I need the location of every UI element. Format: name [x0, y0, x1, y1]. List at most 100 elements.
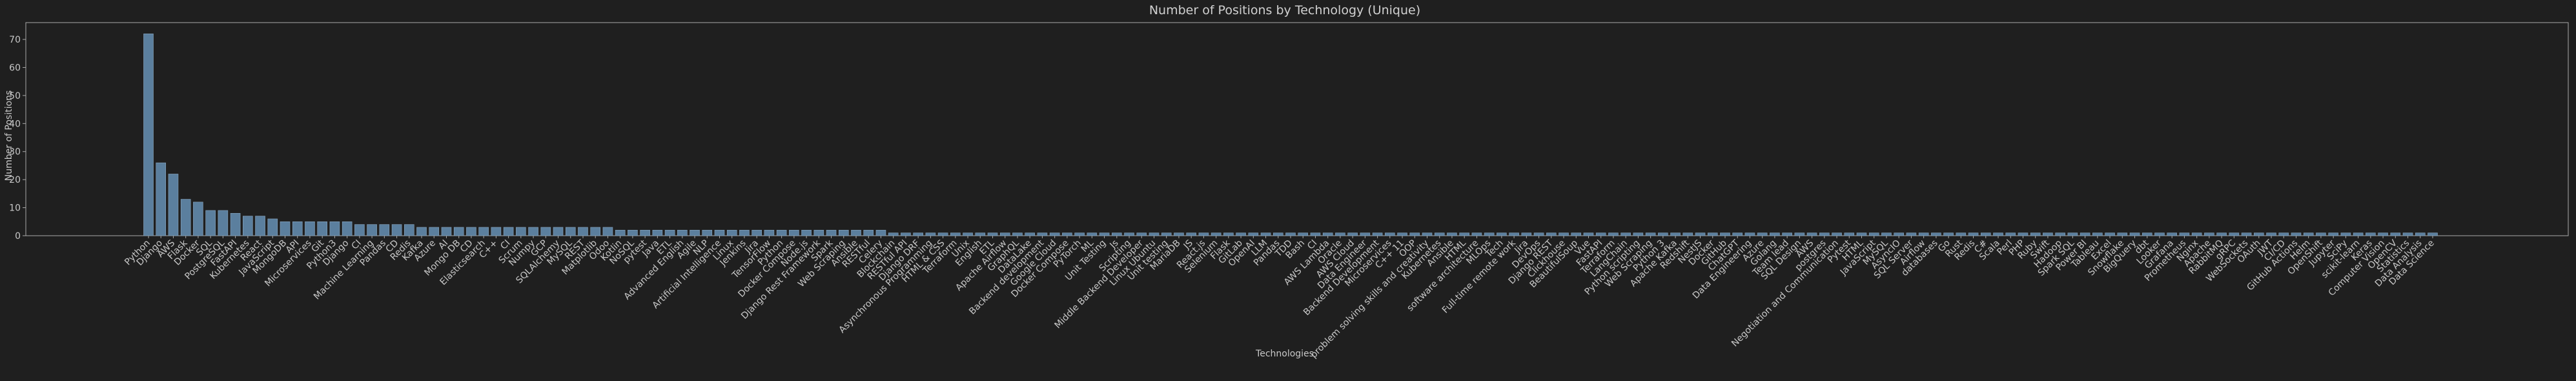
- bar: [1409, 232, 1420, 236]
- bar: [1025, 232, 1036, 236]
- bar: [751, 230, 762, 236]
- axes-frame: [25, 22, 2569, 236]
- bar: [640, 230, 650, 236]
- bar: [1682, 232, 1693, 236]
- bar: [516, 227, 526, 236]
- bar: [2266, 232, 2276, 236]
- bar: [2154, 232, 2165, 236]
- bar: [1459, 232, 1469, 236]
- bar: [1595, 232, 1606, 236]
- bar: [1670, 232, 1681, 236]
- bar: [2316, 232, 2326, 236]
- bar: [739, 230, 750, 236]
- bar: [1273, 232, 1283, 236]
- bar: [875, 230, 886, 236]
- bar: [764, 230, 775, 236]
- bar: [2428, 232, 2438, 236]
- bar: [1385, 232, 1395, 236]
- bar: [1695, 232, 1706, 236]
- bar: [1347, 232, 1358, 236]
- bar: [1211, 232, 1222, 236]
- bar: [230, 212, 241, 236]
- bar: [2142, 232, 2152, 236]
- bar: [950, 232, 961, 236]
- bar: [379, 224, 390, 236]
- bar: [292, 221, 303, 236]
- bar: [1248, 232, 1259, 236]
- bar: [1894, 232, 1904, 236]
- bar: [503, 227, 514, 236]
- bar: [2179, 232, 2190, 236]
- bar: [391, 224, 402, 236]
- bar: [1720, 232, 1730, 236]
- bar: [1136, 232, 1147, 236]
- y-tick-label: 10: [9, 203, 21, 214]
- bar: [1782, 232, 1792, 236]
- bar: [1372, 232, 1383, 236]
- bar: [466, 227, 476, 236]
- bar: [1881, 232, 1892, 236]
- bar: [2005, 232, 2016, 236]
- bar: [1087, 232, 1098, 236]
- bar: [1546, 232, 1557, 236]
- bar: [1322, 232, 1333, 236]
- bar: [628, 230, 638, 236]
- bar: [987, 232, 998, 236]
- bar: [1658, 232, 1668, 236]
- bar: [1497, 232, 1507, 236]
- bar: [1434, 232, 1445, 236]
- bar: [528, 227, 538, 236]
- bars-group: [143, 34, 2438, 236]
- bar: [2117, 232, 2128, 236]
- bar: [1806, 232, 1817, 236]
- bar: [2241, 232, 2252, 236]
- bar: [553, 227, 564, 236]
- bar: [690, 230, 700, 236]
- bar: [863, 230, 874, 236]
- bar: [1918, 232, 1929, 236]
- bar: [2067, 232, 2078, 236]
- bar: [342, 221, 353, 236]
- bar: [1620, 232, 1631, 236]
- bar: [1757, 232, 1768, 236]
- bar: [1174, 232, 1184, 236]
- x-axis-label: Technologies: [1255, 349, 1314, 359]
- bar: [702, 230, 713, 236]
- bar: [1112, 232, 1122, 236]
- bar: [801, 230, 812, 236]
- bar: [1770, 232, 1780, 236]
- bar: [205, 210, 216, 236]
- bar: [2018, 232, 2029, 236]
- bar: [2378, 232, 2388, 236]
- bar: [1521, 232, 1532, 236]
- bar: [491, 227, 502, 236]
- bar: [2167, 232, 2178, 236]
- bar: [1099, 232, 1110, 236]
- bar: [2366, 232, 2376, 236]
- bar: [1149, 232, 1160, 236]
- bar: [2043, 232, 2053, 236]
- bar: [2402, 232, 2413, 236]
- bar: [1559, 232, 1569, 236]
- bar: [1732, 232, 1743, 236]
- bar: [1484, 232, 1495, 236]
- bar: [590, 227, 601, 236]
- bar: [2216, 232, 2227, 236]
- bar: [1832, 232, 1842, 236]
- bar: [1186, 232, 1196, 236]
- y-tick-label: 60: [9, 63, 21, 73]
- bar: [2229, 232, 2240, 236]
- bar: [180, 199, 191, 236]
- bar: [1856, 232, 1867, 236]
- y-tick-label: 30: [9, 147, 21, 158]
- y-tick-label: 70: [9, 35, 21, 45]
- bar: [652, 230, 663, 236]
- bar: [317, 221, 327, 236]
- bar: [578, 227, 588, 236]
- bar: [1993, 232, 2003, 236]
- bar: [1012, 232, 1023, 236]
- bar: [1583, 232, 1594, 236]
- y-axis-label: Number of Positions: [4, 90, 14, 181]
